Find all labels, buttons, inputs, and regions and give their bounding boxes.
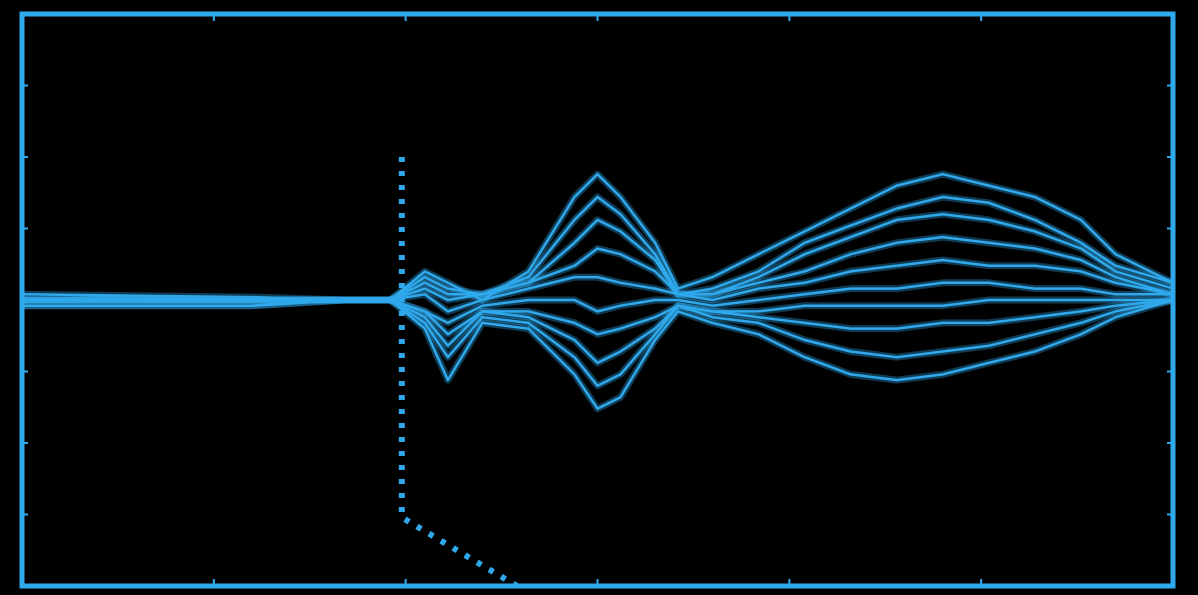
marker-dotted-line <box>398 157 519 589</box>
trace-line-9 <box>22 298 1174 388</box>
trace-line-8 <box>22 298 1174 365</box>
plot-frame <box>19 11 1176 589</box>
trace-group <box>21 170 1175 413</box>
trace-line-3 <box>22 212 1174 302</box>
trace-line-2 <box>22 195 1174 302</box>
marker-line <box>398 157 519 589</box>
trace-line-7 <box>22 298 1173 336</box>
trace-line-4 <box>22 235 1174 302</box>
trace-line-10 <box>22 298 1174 410</box>
trace-line-5 <box>22 258 1174 313</box>
trace-line-1 <box>21 172 1174 302</box>
